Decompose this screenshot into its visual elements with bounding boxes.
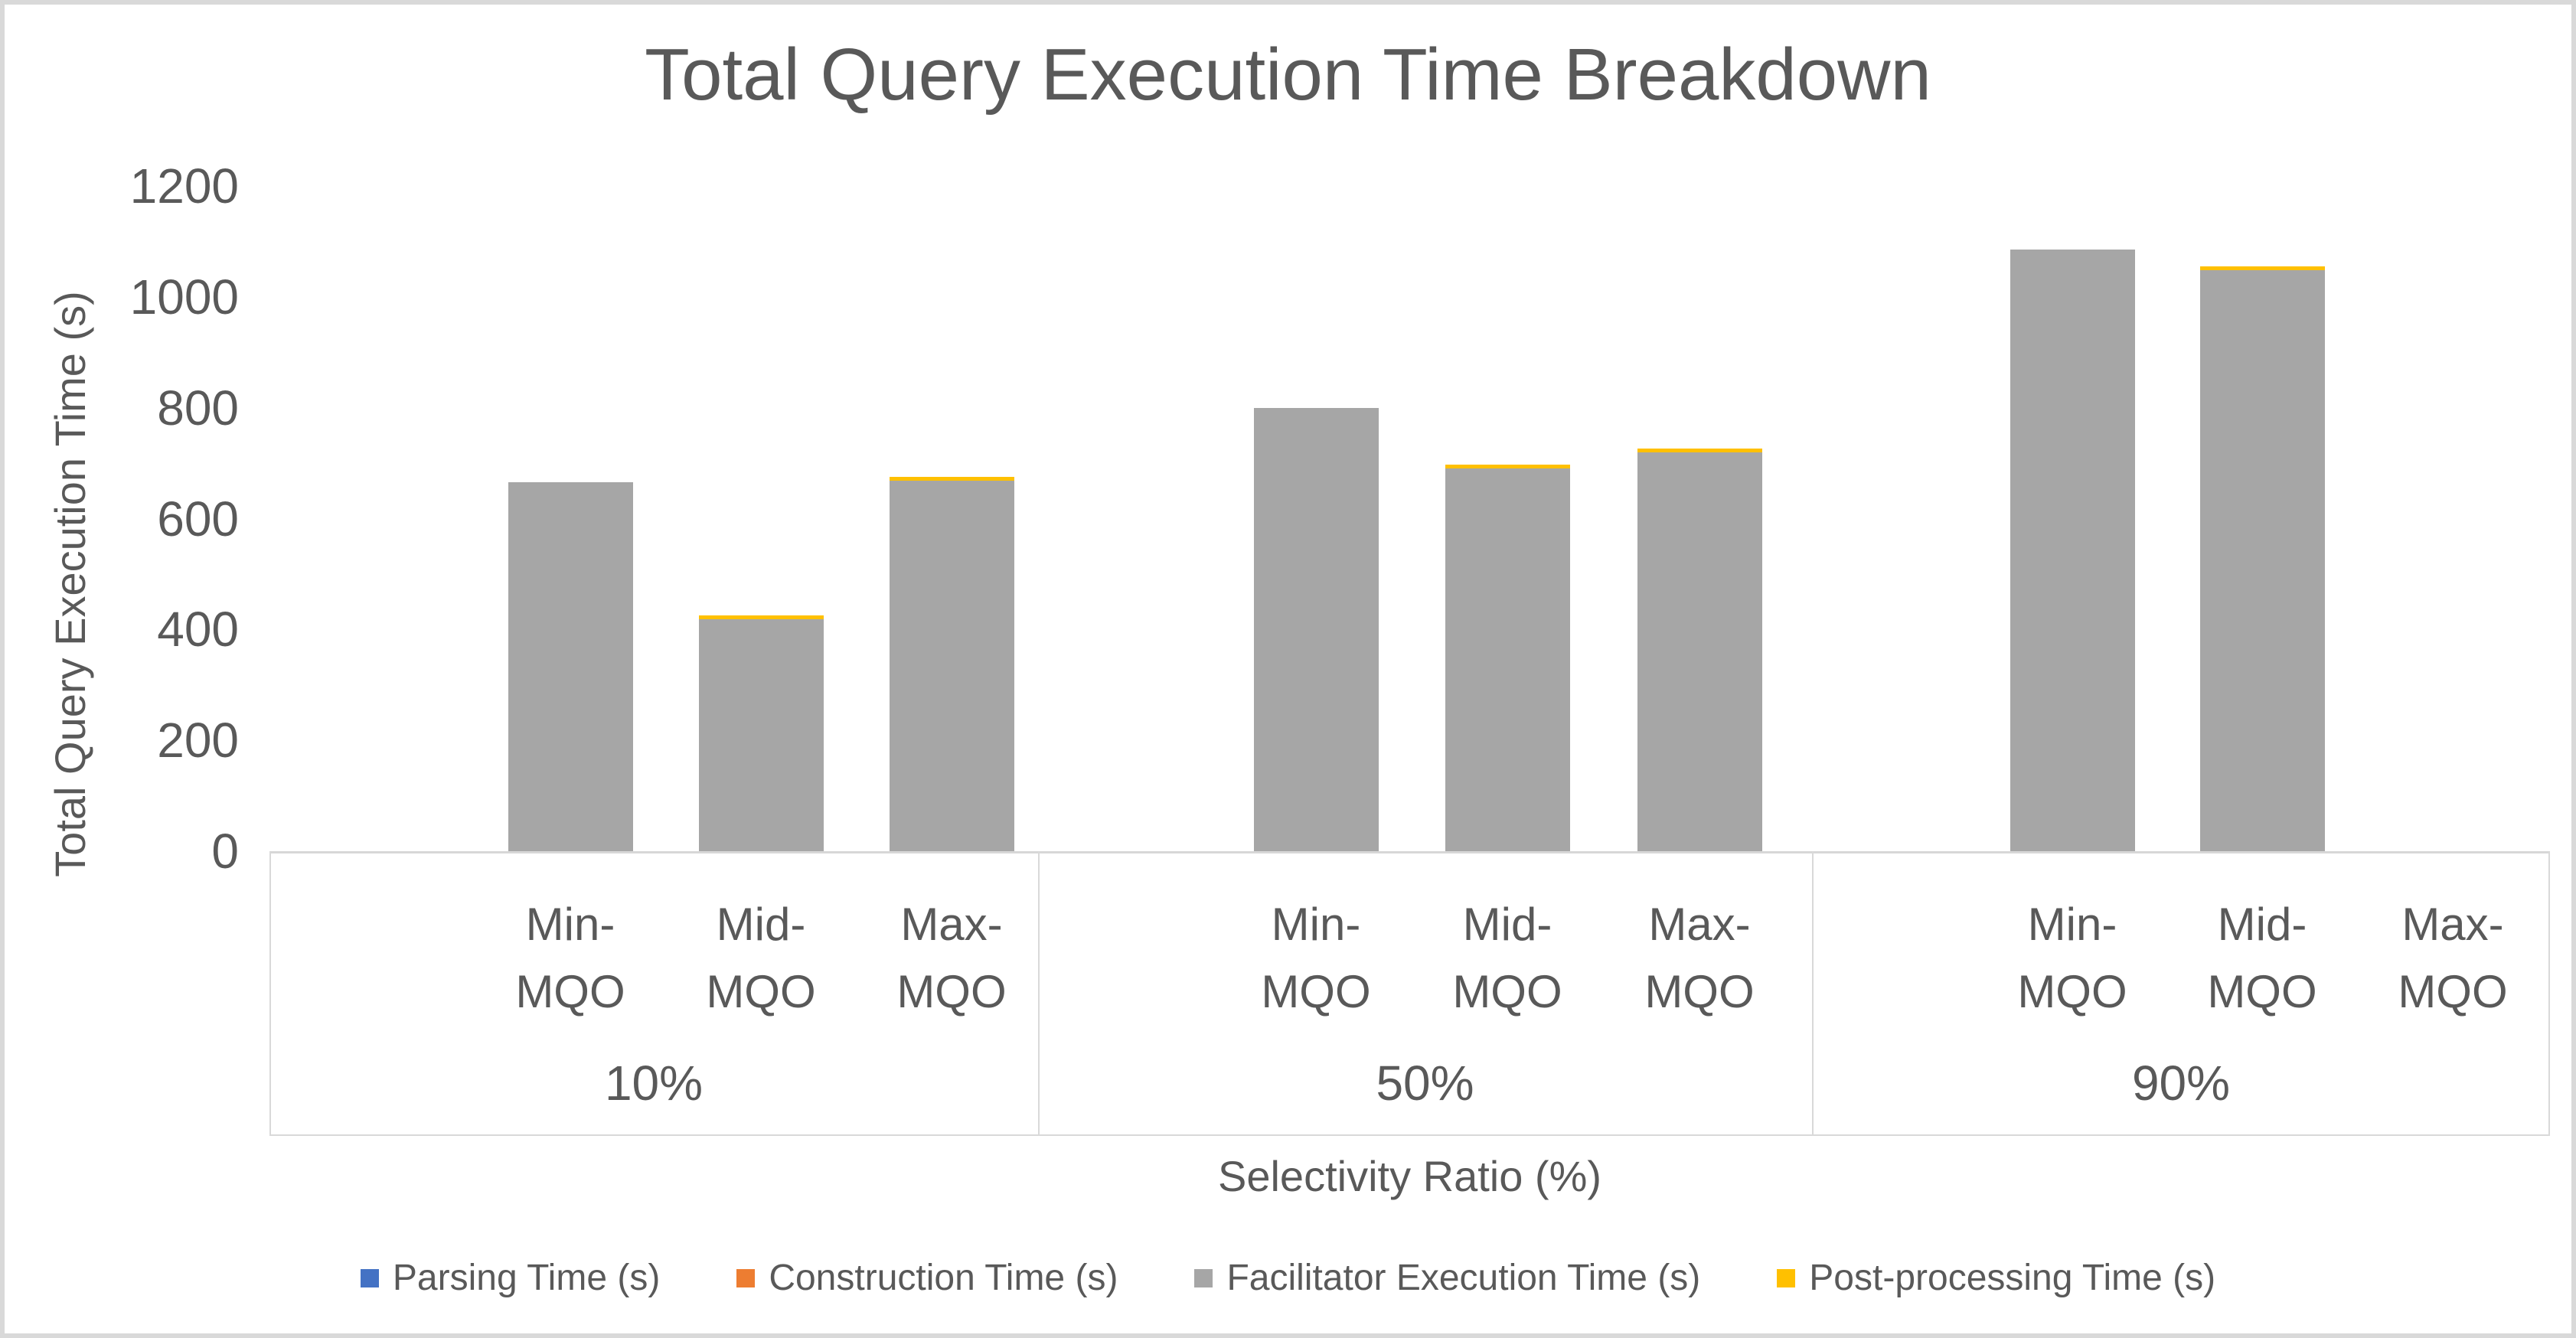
- y-tick-label: 200: [157, 713, 239, 769]
- legend-label: Parsing Time (s): [392, 1258, 661, 1298]
- y-tick-label: 1000: [129, 269, 239, 325]
- bar-segment-facilitator-execution-time-s: [698, 619, 824, 851]
- legend-item: Facilitator Execution Time (s): [1194, 1258, 1700, 1298]
- group-label: 10%: [604, 1056, 704, 1111]
- bar-segment-facilitator-execution-time-s: [1637, 452, 1762, 851]
- legend: Parsing Time (s) Construction Time (s) Fac…: [5, 1258, 2571, 1298]
- category-label: Mid- MQO: [2207, 899, 2317, 1017]
- legend-item: Parsing Time (s): [360, 1258, 661, 1298]
- legend-item: Construction Time (s): [736, 1258, 1118, 1298]
- category-label: Max- MQO: [2398, 899, 2508, 1017]
- legend-item: Post-processing Time (s): [1777, 1258, 2215, 1298]
- bar-segment-facilitator-execution-time-s: [2010, 250, 2135, 851]
- category-label: Min- MQO: [1261, 899, 1371, 1017]
- category-label: Max- MQO: [896, 899, 1007, 1017]
- legend-swatch-icon: [1194, 1269, 1213, 1287]
- category-label: Min- MQO: [2017, 899, 2127, 1017]
- bar-segment-facilitator-execution-time-s: [889, 481, 1014, 851]
- legend-label: Post-processing Time (s): [1809, 1258, 2216, 1298]
- group-label: 90%: [2131, 1056, 2231, 1111]
- y-tick-label: 800: [157, 380, 239, 436]
- legend-label: Construction Time (s): [769, 1258, 1118, 1298]
- bar-segment-post-processing-time-s: [2199, 266, 2325, 271]
- chart-title: Total Query Execution Time Breakdown: [645, 34, 1931, 116]
- category-box-right-border: [2548, 851, 2550, 1134]
- group-label: 50%: [1376, 1056, 1474, 1111]
- category-label: Mid- MQO: [1452, 899, 1562, 1017]
- bar-segment-post-processing-time-s: [889, 477, 1014, 481]
- bar-segment-facilitator-execution-time-s: [2199, 270, 2325, 851]
- plot-area: 0 200 400 600 800 1000 1200: [5, 5, 2571, 1333]
- bar-segment-post-processing-time-s: [1637, 448, 1762, 452]
- category-label: Max- MQO: [1644, 899, 1755, 1017]
- bar-segment-facilitator-execution-time-s: [1445, 468, 1570, 851]
- legend-label: Facilitator Execution Time (s): [1226, 1258, 1701, 1298]
- y-tick-label: 400: [157, 602, 239, 658]
- legend-swatch-icon: [736, 1269, 756, 1287]
- bar-segment-post-processing-time-s: [698, 615, 824, 620]
- category-label: Mid- MQO: [706, 899, 816, 1017]
- bar-segment-facilitator-execution-time-s: [508, 482, 633, 851]
- y-tick-label: 0: [211, 824, 239, 879]
- legend-swatch-icon: [360, 1269, 379, 1287]
- bar-segment-post-processing-time-s: [1445, 465, 1570, 469]
- legend-swatch-icon: [1777, 1269, 1796, 1287]
- x-axis-line: [269, 851, 2550, 853]
- category-group-divider: [1038, 851, 1040, 1134]
- category-label: Min- MQO: [515, 899, 625, 1017]
- category-group-divider: [1812, 851, 1814, 1134]
- x-axis-title: Selectivity Ratio (%): [1217, 1152, 1602, 1200]
- y-tick-label: 600: [157, 491, 239, 547]
- category-box-left-border: [269, 851, 271, 1134]
- y-tick-label: 1200: [129, 158, 239, 214]
- bar-segment-facilitator-execution-time-s: [1253, 407, 1379, 851]
- category-box-bottom-border: [269, 1134, 2550, 1136]
